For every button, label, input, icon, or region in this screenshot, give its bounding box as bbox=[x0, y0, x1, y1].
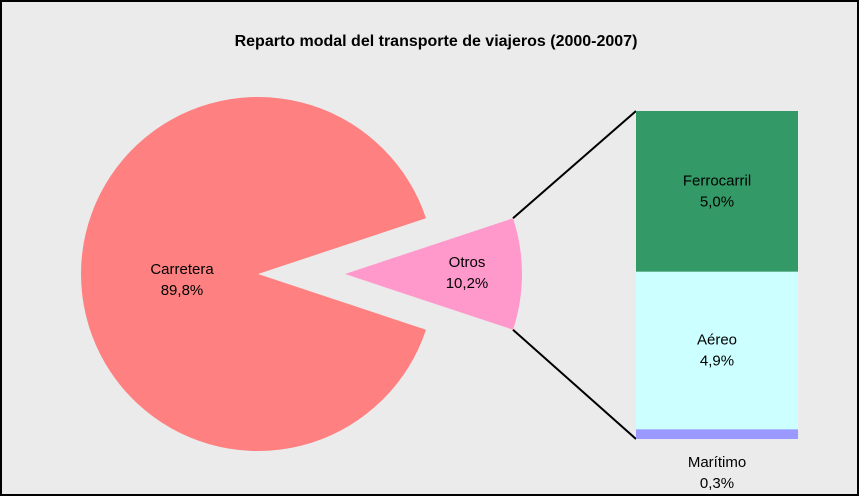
bar-segment bbox=[636, 111, 798, 272]
data-label: Marítimo bbox=[688, 454, 746, 471]
pie-slice bbox=[81, 97, 426, 452]
data-label: Otros bbox=[449, 254, 486, 271]
data-label: Carretera bbox=[150, 261, 214, 278]
bar-segment bbox=[636, 429, 798, 439]
connector-line bbox=[512, 110, 637, 220]
chart-title: Reparto modal del transporte de viajeros… bbox=[235, 33, 638, 50]
data-label: 4,9% bbox=[700, 353, 734, 370]
data-label: 89,8% bbox=[161, 282, 204, 299]
connector-line bbox=[512, 329, 637, 440]
data-label: 5,0% bbox=[700, 193, 734, 210]
data-label: 10,2% bbox=[446, 275, 489, 292]
bar-segment bbox=[636, 271, 798, 430]
data-label: 0,3% bbox=[700, 475, 734, 492]
data-label: Ferrocarril bbox=[683, 172, 751, 189]
data-label: Aéreo bbox=[697, 332, 737, 349]
pie-slice bbox=[345, 218, 522, 330]
